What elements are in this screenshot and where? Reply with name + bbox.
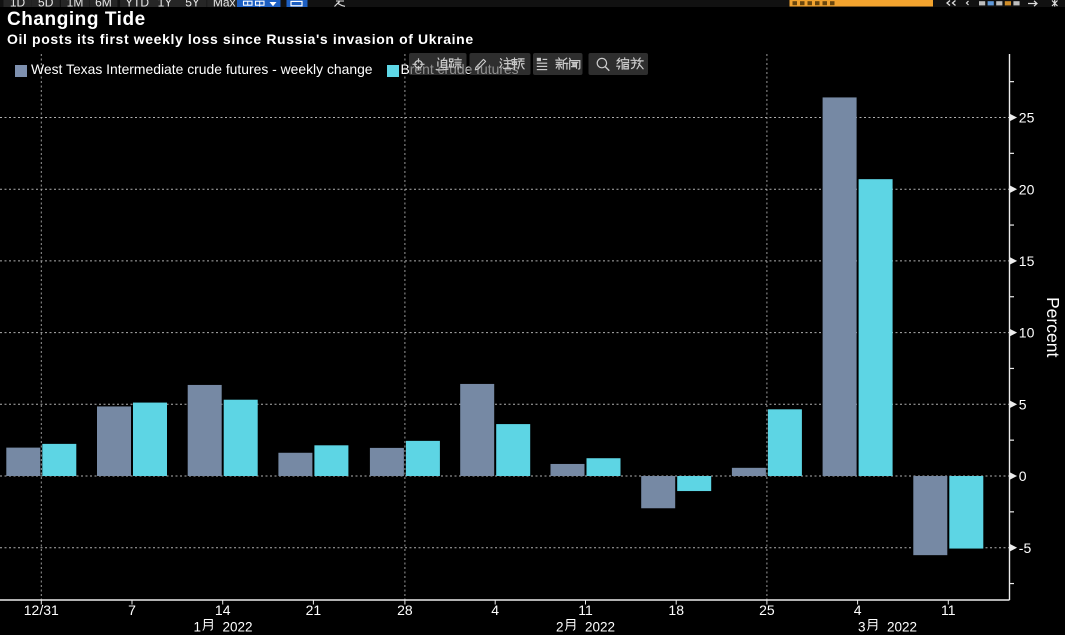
svg-text:4: 4 [854, 602, 862, 618]
svg-text:2022: 2022 [887, 620, 917, 635]
svg-text:15: 15 [1019, 253, 1035, 269]
svg-text:4: 4 [491, 602, 499, 618]
svg-text:12/31: 12/31 [24, 602, 59, 618]
svg-text:7: 7 [128, 602, 136, 618]
svg-text:Percent: Percent [1043, 297, 1063, 357]
svg-text:25: 25 [1019, 110, 1035, 126]
svg-text:2: 2 [556, 620, 564, 635]
svg-text:28: 28 [397, 602, 413, 618]
svg-text:5Y: 5Y [185, 0, 200, 7]
svg-text:25: 25 [759, 602, 775, 618]
svg-text:18: 18 [668, 602, 684, 618]
svg-text:1D: 1D [10, 0, 26, 7]
svg-text:1: 1 [193, 620, 201, 635]
svg-text:YTD: YTD [125, 0, 149, 7]
svg-text:1Y: 1Y [158, 0, 173, 7]
svg-text:2022: 2022 [223, 620, 253, 635]
svg-text:2022: 2022 [585, 620, 615, 635]
svg-text:1M: 1M [67, 0, 84, 7]
svg-text:11: 11 [941, 602, 956, 618]
svg-text:-5: -5 [1019, 540, 1032, 556]
svg-text:5: 5 [1019, 396, 1027, 412]
svg-text:6M: 6M [95, 0, 112, 7]
svg-text:0: 0 [1019, 468, 1027, 484]
svg-text:10: 10 [1019, 325, 1035, 341]
svg-text:5D: 5D [38, 0, 54, 7]
svg-text:11: 11 [578, 602, 593, 618]
svg-text:21: 21 [306, 602, 322, 618]
svg-text:Max: Max [213, 0, 236, 7]
svg-text:3: 3 [858, 620, 866, 635]
svg-text:14: 14 [215, 602, 231, 618]
svg-text:20: 20 [1019, 181, 1035, 197]
